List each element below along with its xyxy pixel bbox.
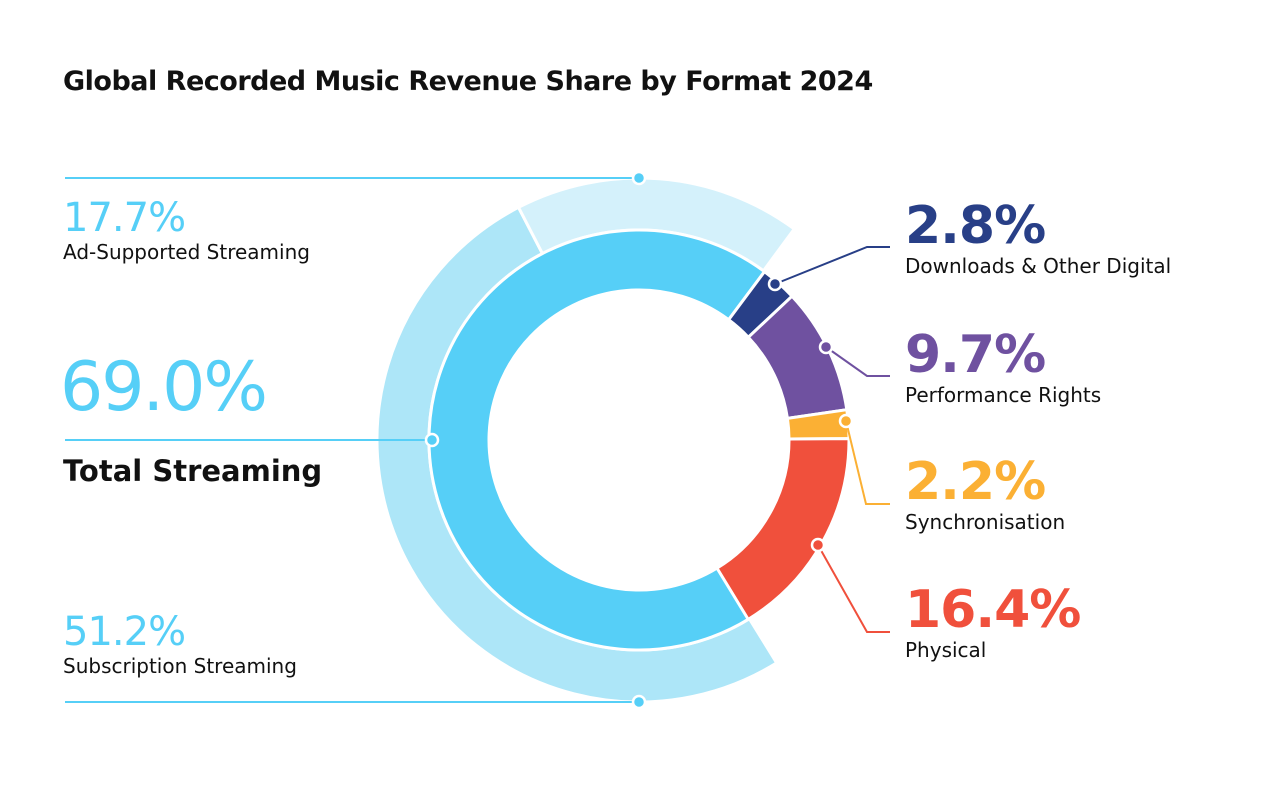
value-subscription: 51.2% bbox=[63, 609, 186, 655]
downloads-leader-line bbox=[774, 246, 890, 285]
name-physical: Physical bbox=[905, 638, 987, 662]
label-sync: 2.2% Synchronisation bbox=[905, 454, 1065, 534]
name-subscription: Subscription Streaming bbox=[63, 654, 297, 678]
subscription-leader-dot bbox=[631, 694, 647, 710]
ad-supported-leader-dot bbox=[631, 170, 647, 186]
value-downloads: 2.8% bbox=[905, 196, 1046, 256]
name-downloads: Downloads & Other Digital bbox=[905, 254, 1172, 278]
value-ad-supported: 17.7% bbox=[63, 195, 186, 241]
name-sync: Synchronisation bbox=[905, 510, 1066, 534]
total-streaming-leader-dot bbox=[424, 432, 440, 448]
sync-leader-line bbox=[845, 420, 890, 505]
physical-leader-dot bbox=[810, 537, 826, 553]
chart-title: Global Recorded Music Revenue Share by F… bbox=[63, 66, 873, 97]
name-total-streaming: Total Streaming bbox=[63, 454, 323, 488]
physical-leader-line bbox=[817, 544, 890, 633]
slice-physical bbox=[714, 437, 851, 622]
name-performance: Performance Rights bbox=[905, 383, 1102, 407]
label-subscription: 51.2% Subscription Streaming bbox=[63, 610, 297, 678]
label-performance: 9.7% Performance Rights bbox=[905, 327, 1101, 407]
slice-total-streaming bbox=[427, 228, 767, 652]
value-total-streaming: 69.0% bbox=[60, 348, 268, 427]
label-ad-supported: 17.7% Ad-Supported Streaming bbox=[63, 196, 310, 264]
performance-leader-dot bbox=[818, 339, 834, 355]
value-sync: 2.2% bbox=[905, 452, 1046, 512]
value-physical: 16.4% bbox=[905, 580, 1081, 640]
value-performance: 9.7% bbox=[905, 325, 1046, 385]
label-physical: 16.4% Physical bbox=[905, 580, 1081, 662]
sync-leader-dot bbox=[838, 413, 854, 429]
downloads-leader-dot bbox=[767, 276, 783, 292]
name-ad-supported: Ad-Supported Streaming bbox=[63, 240, 310, 264]
label-downloads: 2.8% Downloads & Other Digital bbox=[905, 198, 1171, 278]
performance-leader-line bbox=[825, 346, 890, 377]
label-total-streaming-value: 69.0% bbox=[60, 348, 268, 427]
